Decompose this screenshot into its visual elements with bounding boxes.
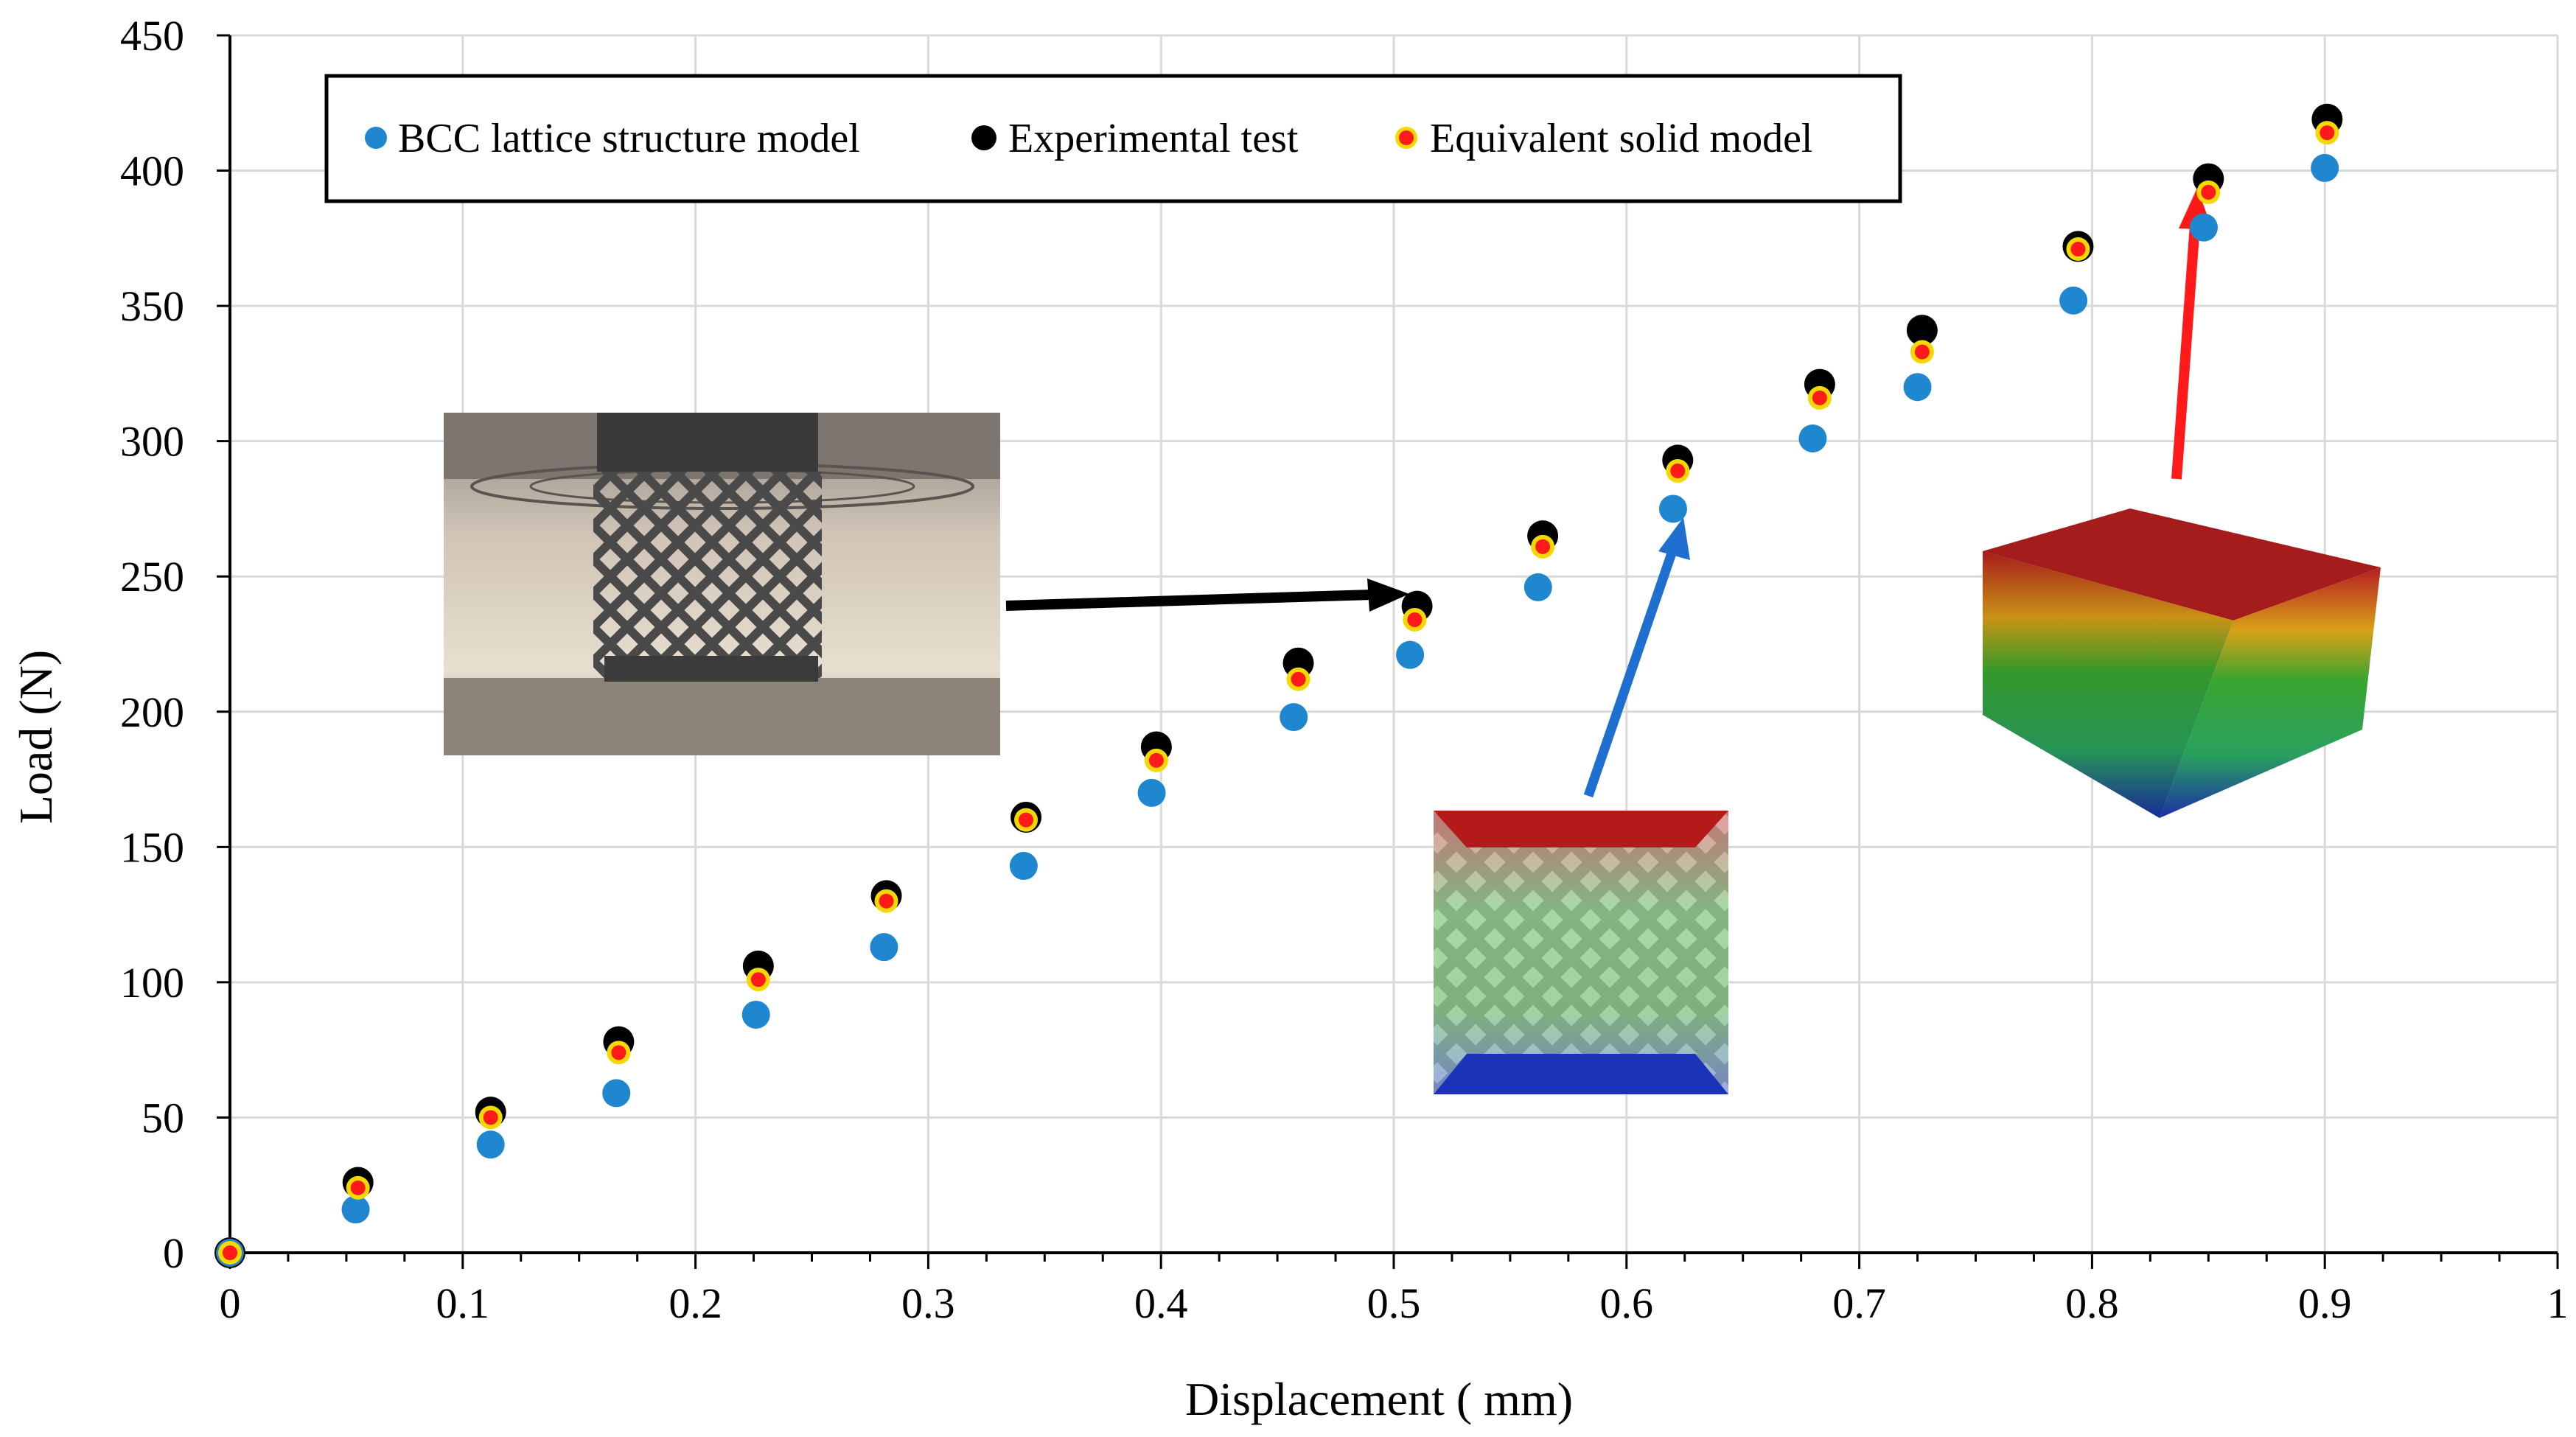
solid-block-inset xyxy=(1983,508,2381,818)
point-equivalent-solid xyxy=(223,1245,237,1260)
legend: BCC lattice structure model Experimental… xyxy=(324,74,1902,203)
point-bcc-model xyxy=(1798,424,1827,452)
point-bcc-model xyxy=(341,1195,370,1224)
tick-labels: 0 0.1 0.2 0.3 0.4 0.5 0.6 0.7 0.8 0.9 1 0 50 100 150 20… xyxy=(120,12,2569,1327)
point-bcc-model xyxy=(870,933,898,962)
legend-marker-experimental xyxy=(971,125,996,150)
x-tick-label: 0.4 xyxy=(1134,1279,1188,1327)
data-points xyxy=(214,103,2343,1268)
legend-marker-equivalent-core xyxy=(1399,130,1414,145)
bcc-lattice-inset xyxy=(1434,811,1728,1094)
point-bcc-model xyxy=(1280,703,1308,732)
point-equivalent-solid xyxy=(2070,242,2086,257)
y-tick-label: 50 xyxy=(142,1094,184,1141)
y-tick-label: 100 xyxy=(120,959,184,1007)
black-arrow xyxy=(1005,578,1409,612)
x-tick-label: 0.5 xyxy=(1367,1279,1421,1327)
point-equivalent-solid xyxy=(1019,812,1034,828)
legend-marker-bcc xyxy=(365,127,387,149)
x-tick-label: 0 xyxy=(220,1279,241,1327)
point-bcc-model xyxy=(1137,778,1166,807)
legend-label-equivalent: Equivalent solid model xyxy=(1430,116,1812,161)
y-tick-label: 400 xyxy=(120,147,184,195)
y-tick-label: 0 xyxy=(163,1229,184,1277)
point-equivalent-solid xyxy=(879,893,894,909)
x-tick-label: 0.6 xyxy=(1600,1279,1654,1327)
point-equivalent-solid xyxy=(350,1180,366,1195)
legend-label-bcc: BCC lattice structure model xyxy=(398,116,860,161)
point-equivalent-solid xyxy=(1812,390,1827,405)
y-axis-title: Load (N) xyxy=(10,650,62,824)
x-tick-label: 0.9 xyxy=(2298,1279,2352,1327)
point-bcc-model xyxy=(2311,153,2339,182)
y-tick-label: 350 xyxy=(120,282,184,330)
point-equivalent-solid xyxy=(611,1045,626,1060)
x-tick-label: 0.7 xyxy=(1832,1279,1886,1327)
point-bcc-model xyxy=(1658,494,1687,523)
y-tick-label: 450 xyxy=(120,12,184,60)
point-bcc-model xyxy=(1903,373,1932,402)
x-tick-label: 0.8 xyxy=(2065,1279,2119,1327)
x-tick-label: 0.1 xyxy=(436,1279,490,1327)
point-equivalent-solid xyxy=(2201,184,2216,200)
axes xyxy=(217,34,2559,1269)
point-bcc-model xyxy=(1009,852,1038,881)
y-tick-label: 200 xyxy=(120,688,184,736)
x-tick-label: 1 xyxy=(2547,1279,2569,1327)
point-bcc-model xyxy=(1523,573,1552,601)
point-equivalent-solid xyxy=(1670,464,1686,479)
point-bcc-model xyxy=(741,1000,770,1029)
point-equivalent-solid xyxy=(1535,539,1551,554)
point-equivalent-solid xyxy=(1407,612,1423,627)
y-tick-label: 250 xyxy=(120,553,184,601)
x-tick-label: 0.3 xyxy=(901,1279,955,1327)
point-equivalent-solid xyxy=(1148,752,1164,768)
point-equivalent-solid xyxy=(1291,671,1306,687)
x-axis-title: Displacement ( mm) xyxy=(1185,1373,1573,1425)
point-bcc-model xyxy=(2189,213,2218,242)
legend-label-experimental: Experimental test xyxy=(1008,116,1299,161)
point-equivalent-solid xyxy=(2320,125,2335,141)
point-experimental xyxy=(1906,315,1938,346)
y-tick-label: 300 xyxy=(120,418,184,466)
blue-arrow xyxy=(1583,517,1690,798)
point-bcc-model xyxy=(602,1079,631,1108)
point-equivalent-solid xyxy=(483,1110,498,1125)
point-bcc-model xyxy=(2059,286,2088,315)
point-equivalent-solid xyxy=(1914,344,1930,360)
x-tick-label: 0.2 xyxy=(669,1279,722,1327)
point-bcc-model xyxy=(476,1130,505,1159)
point-bcc-model xyxy=(1396,640,1425,669)
y-tick-label: 150 xyxy=(120,823,184,871)
experimental-photo-inset xyxy=(444,413,1000,755)
point-equivalent-solid xyxy=(750,972,766,987)
